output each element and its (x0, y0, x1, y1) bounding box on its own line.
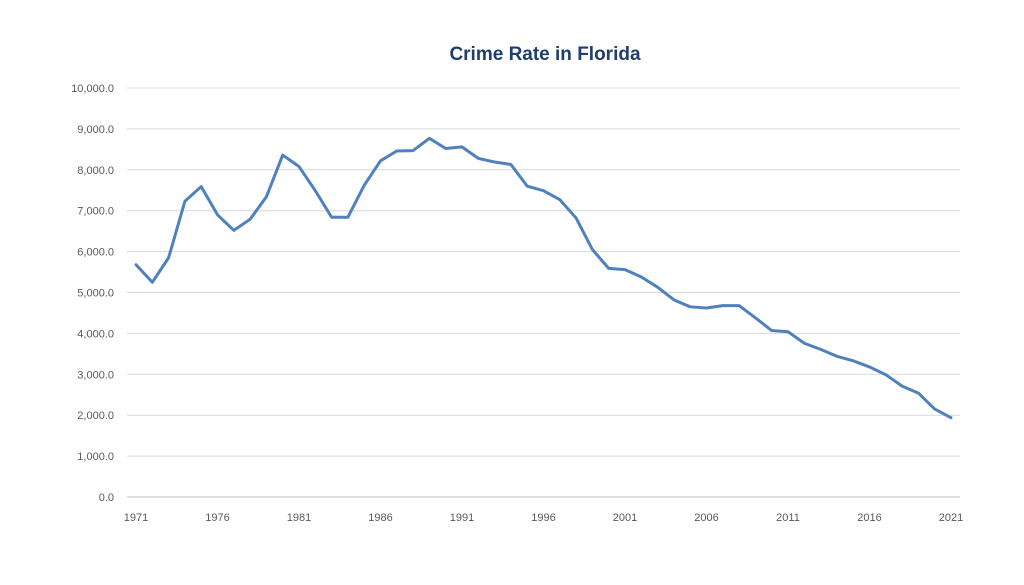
x-tick-label: 2006 (694, 512, 718, 524)
x-tick-label: 1976 (205, 512, 229, 524)
y-tick-label: 0.0 (99, 492, 114, 504)
chart-title: Crime Rate in Florida (449, 44, 641, 65)
y-tick-label: 10,000.0 (71, 83, 114, 95)
x-tick-label: 1996 (531, 512, 555, 524)
y-tick-label: 9,000.0 (77, 124, 114, 136)
x-tick-label: 2016 (857, 512, 881, 524)
x-tick-label: 1991 (450, 512, 474, 524)
y-tick-label: 7,000.0 (77, 206, 114, 218)
y-tick-label: 8,000.0 (77, 165, 114, 177)
y-tick-label: 6,000.0 (77, 247, 114, 259)
y-tick-label: 4,000.0 (77, 328, 114, 340)
x-tick-label: 1981 (287, 512, 311, 524)
x-tick-label: 2011 (776, 512, 800, 524)
y-tick-label: 3,000.0 (77, 369, 114, 381)
y-tick-label: 1,000.0 (77, 451, 114, 463)
y-tick-label: 2,000.0 (77, 410, 114, 422)
x-tick-label: 1986 (368, 512, 392, 524)
x-tick-label: 2021 (939, 512, 963, 524)
series-line (134, 136, 953, 420)
x-tick-label: 1971 (124, 512, 148, 524)
y-tick-label: 5,000.0 (77, 288, 114, 300)
x-tick-label: 2001 (613, 512, 637, 524)
